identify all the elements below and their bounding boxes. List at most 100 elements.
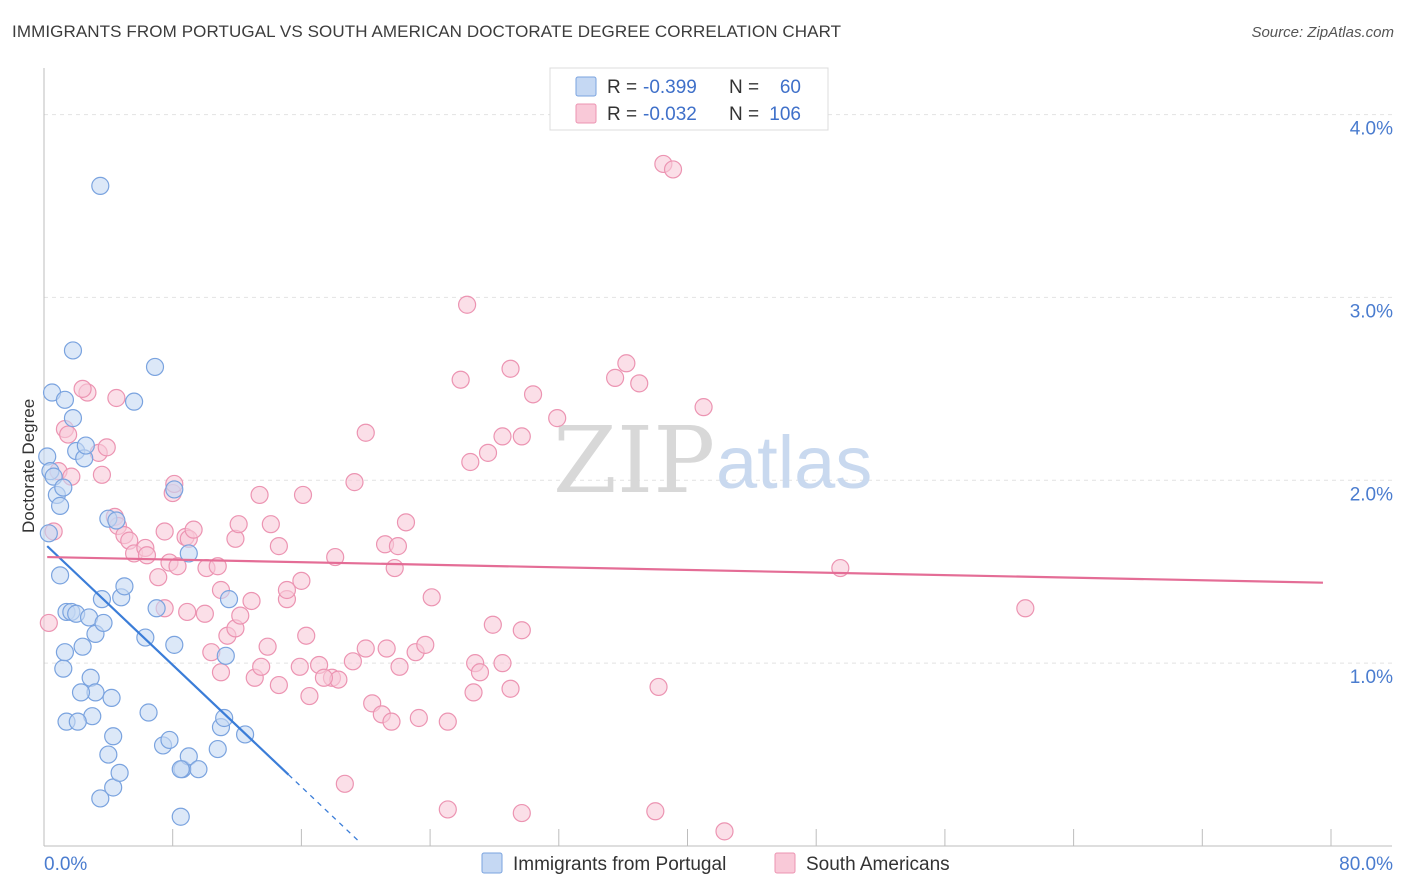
portugal-point [189,760,208,779]
south-american-point [512,621,531,640]
y-tick-label: 2.0% [1350,484,1393,505]
watermark-zip: ZIP [553,407,715,514]
south-american-point [149,568,168,587]
south-american-point [438,712,457,731]
portugal-point [171,760,190,779]
south-american-point [458,295,477,314]
south-american-point [300,686,319,706]
stats-n-value-2: 106 [769,104,801,125]
south-american-point [715,822,734,841]
south-american-point [314,668,334,687]
south-american-point [409,708,428,728]
portugal-point [50,566,70,585]
south-american-point [478,443,498,462]
portugal-point [50,496,70,515]
south-american-point [229,515,248,534]
stats-r-label-1: R = [607,77,637,98]
south-american-point [493,654,512,673]
y-tick-label: 3.0% [1350,301,1393,322]
legend-label-portugal: Immigrants from Portugal [513,854,726,875]
south-american-point [646,802,665,821]
south-american-point [178,602,197,622]
south-american-point [390,657,409,676]
south-american-point [377,639,396,658]
legend-label-south-americans: South Americans [806,854,950,875]
south-american-point [107,388,126,408]
portugal-point [147,599,166,618]
stats-n-value-1: 60 [780,77,801,98]
stats-n-label-1: N = [729,77,759,98]
south-american-point [326,547,345,567]
south-american-point [464,683,483,702]
portugal-point [91,789,110,808]
south-american-point [422,588,441,607]
stats-box: R = -0.399 N = 60 R = -0.032 N = 106 [549,67,829,131]
portugal-point [76,436,95,455]
portugal-point [139,703,158,722]
legend-swatch-portugal [481,852,503,874]
stats-swatch-blue [575,76,597,97]
south-american-point [1016,599,1035,618]
south-american-point [630,374,649,393]
south-american-point [617,354,636,373]
portugal-point [39,524,58,543]
legend: Immigrants from Portugal South Americans [481,852,950,875]
south-american-point [59,425,78,444]
south-american-point [385,558,404,578]
stats-swatch-pink [575,103,597,124]
south-american-point [356,423,375,442]
portugal-point [55,390,75,409]
portugal-point [124,392,144,411]
south-american-point [501,359,520,378]
portugal-point [171,807,190,826]
south-american-point [382,712,401,731]
south-american-point [297,626,316,645]
south-american-point [438,800,457,819]
portugal-point [179,747,198,766]
south-american-point [250,485,269,505]
portugal-point [160,730,179,750]
portugal-point [54,659,73,678]
portugal-point [71,683,91,702]
south-american-point [208,557,227,576]
south-american-point [155,522,174,541]
portugal-point [99,745,118,764]
stats-r-value-1: -0.399 [643,77,697,98]
south-american-point [523,385,543,404]
portugal-point [54,478,73,497]
south-american-point [184,520,203,539]
watermark-atlas: atlas [716,421,872,504]
portugal-point [216,646,235,665]
south-american-point [292,571,311,590]
stats-r-value-2: -0.032 [643,104,697,125]
south-american-point [211,663,231,682]
south-american-point [548,409,567,428]
south-american-point [501,679,520,698]
portugal-point [145,357,165,377]
south-american-point [356,639,375,658]
south-american-point [345,473,364,492]
south-american-point [451,370,470,389]
south-american-point [269,675,288,695]
trend-line-portugal [46,545,290,776]
stats-r-label-2: R = [607,104,637,125]
y-tick-label: 4.0% [1350,119,1393,140]
south-american-point [606,368,625,387]
x-tick-label-max: 80.0% [1339,854,1393,875]
portugal-point [91,176,110,195]
south-american-point [252,657,271,676]
series-immigrants-from-portugal [38,176,255,826]
portugal-point [208,739,227,759]
portugal-point [219,590,239,609]
legend-swatch-south-americans [774,852,796,874]
south-american-point [137,546,157,565]
south-american-point [277,580,297,600]
south-american-point [694,398,713,417]
south-american-point [335,774,354,793]
portugal-point [55,643,75,662]
portugal-point [165,635,184,654]
portugal-point [107,511,126,530]
south-american-point [269,537,288,556]
portugal-point [102,688,121,707]
